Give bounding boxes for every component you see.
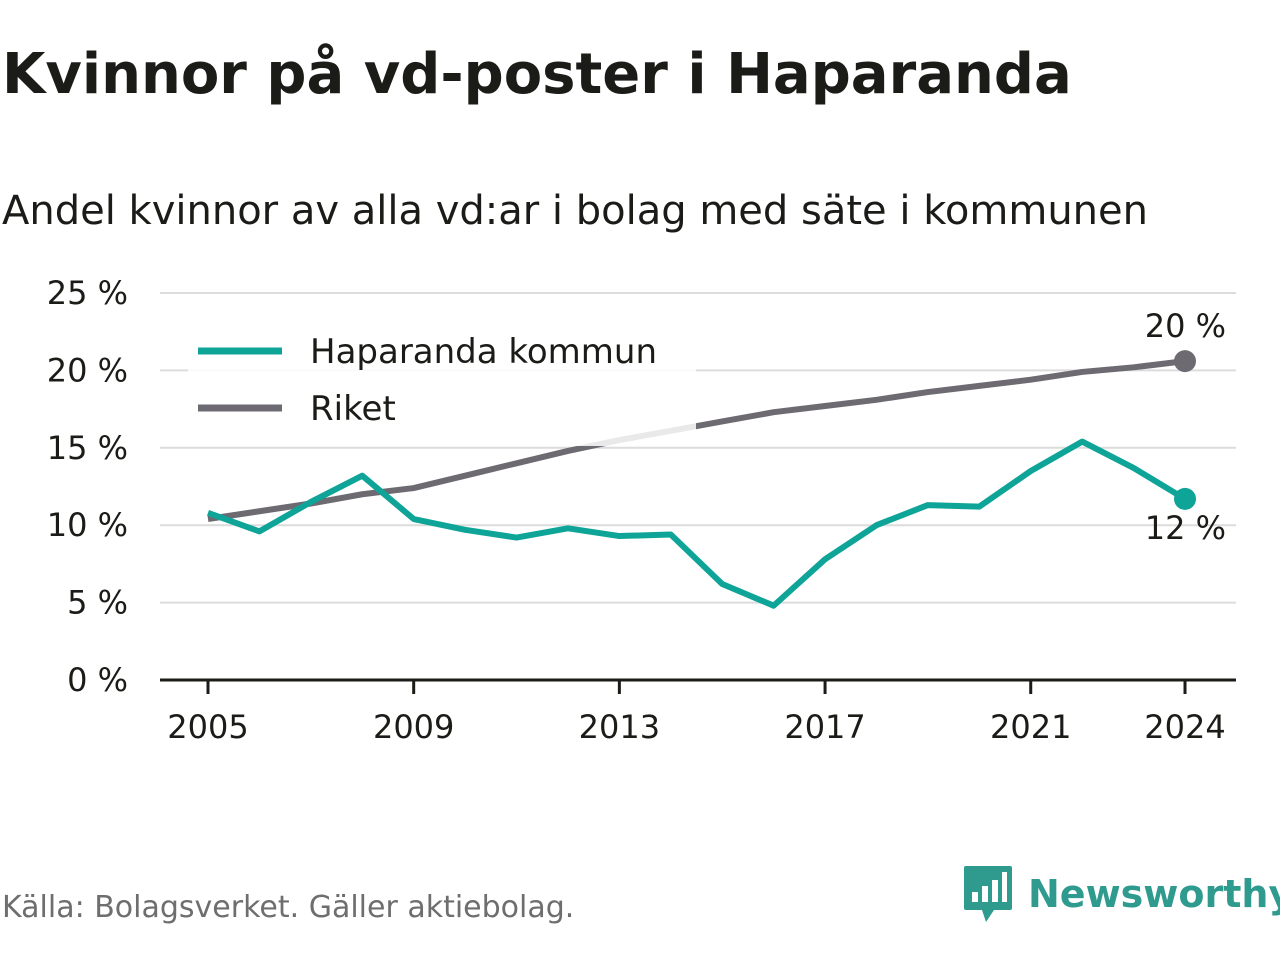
y-tick-label: 15 % bbox=[47, 429, 128, 467]
y-tick-label: 25 % bbox=[47, 274, 128, 312]
chart-subtitle: Andel kvinnor av alla vd:ar i bolag med … bbox=[2, 188, 1148, 234]
series-endpoint-marker bbox=[1174, 487, 1196, 510]
bar-chart-speech-bubble-icon bbox=[964, 866, 1012, 922]
chart-title: Kvinnor på vd-poster i Haparanda bbox=[2, 42, 1072, 107]
series-endpoints: 12 % 20 % bbox=[1145, 307, 1226, 547]
x-tick-label: 2024 bbox=[1144, 708, 1225, 746]
legend: Haparanda kommun Riket bbox=[188, 320, 696, 446]
y-axis-ticks: 0 % 5 % 10 % 15 % 20 % 25 % bbox=[47, 274, 128, 699]
legend-label: Riket bbox=[310, 389, 396, 429]
y-tick-label: 0 % bbox=[67, 661, 128, 699]
legend-background bbox=[188, 320, 696, 446]
series-lines bbox=[206, 358, 1187, 609]
source-note: Källa: Bolagsverket. Gäller aktiebolag. bbox=[2, 890, 575, 925]
brand-logo: Newsworthy bbox=[962, 862, 1280, 926]
y-tick-label: 10 % bbox=[47, 506, 128, 544]
series-line-riket bbox=[207, 358, 1186, 522]
y-tick-label: 20 % bbox=[47, 351, 128, 389]
x-tick-label: 2017 bbox=[784, 708, 865, 746]
end-value-label: 20 % bbox=[1145, 307, 1226, 345]
x-tick-label: 2013 bbox=[579, 708, 660, 746]
brand-name: Newsworthy bbox=[1028, 872, 1280, 916]
series-line-haparanda bbox=[206, 438, 1187, 609]
series-endpoint-marker bbox=[1174, 350, 1196, 373]
x-tick-label: 2021 bbox=[990, 708, 1071, 746]
x-tick-label: 2005 bbox=[167, 708, 248, 746]
x-axis: 2005 2009 2013 2017 2021 2024 bbox=[160, 678, 1236, 746]
y-tick-label: 5 % bbox=[67, 584, 128, 622]
end-value-label: 12 % bbox=[1145, 509, 1226, 547]
x-tick-label: 2009 bbox=[373, 708, 454, 746]
legend-label: Haparanda kommun bbox=[310, 332, 657, 372]
